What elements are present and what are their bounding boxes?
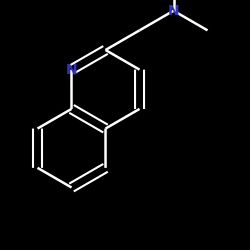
Text: N: N	[168, 4, 179, 18]
Text: N: N	[66, 63, 77, 77]
